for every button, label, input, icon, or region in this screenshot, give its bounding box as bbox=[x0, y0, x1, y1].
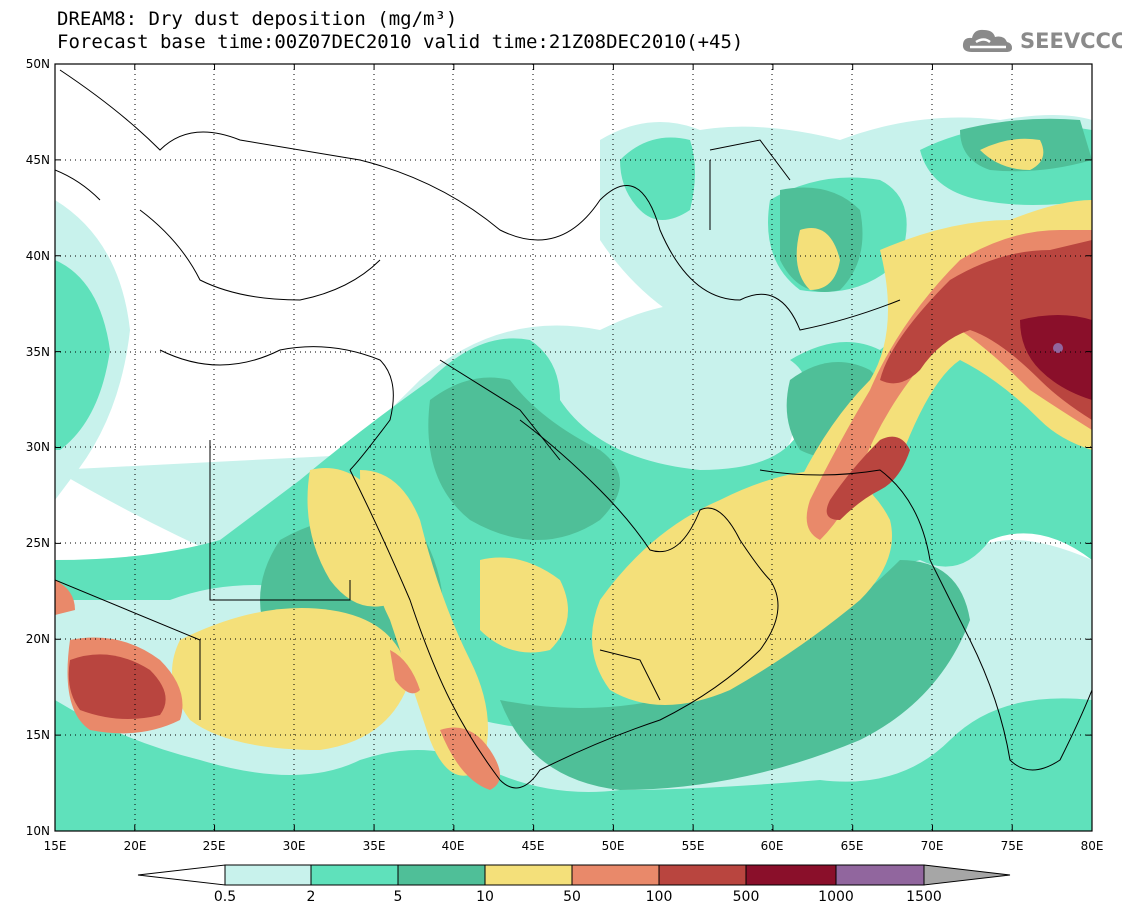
lon-tick-label: 80E bbox=[1081, 839, 1104, 853]
colorbar-label: 1000 bbox=[818, 889, 854, 905]
colorbar-label: 10 bbox=[476, 889, 494, 905]
colorbar-swatch bbox=[397, 864, 486, 886]
cloud-icon bbox=[962, 29, 1012, 52]
lat-tick-label: 50N bbox=[26, 57, 50, 71]
lon-tick-label: 40E bbox=[442, 839, 465, 853]
colorbar-swatch bbox=[310, 864, 399, 886]
lat-tick-label: 45N bbox=[26, 153, 50, 167]
lon-tick-label: 35E bbox=[363, 839, 386, 853]
lon-tick-label: 50E bbox=[602, 839, 625, 853]
lon-tick-label: 45E bbox=[522, 839, 545, 853]
colorbar-swatch bbox=[484, 864, 573, 886]
seevccc-logo: SEEVCCC bbox=[960, 24, 1122, 58]
lon-tick-label: 25E bbox=[203, 839, 226, 853]
lon-axis: 15E 20E 25E 30E 35E 40E 45E 50E 55E 60E … bbox=[44, 839, 1104, 853]
colorbar-swatch bbox=[224, 864, 312, 886]
colorbar bbox=[137, 864, 1011, 886]
logo-text: SEEVCCC bbox=[1020, 29, 1122, 53]
lon-tick-label: 55E bbox=[682, 839, 705, 853]
colorbar-swatch bbox=[571, 864, 660, 886]
lat-tick-label: 10N bbox=[26, 824, 50, 838]
map-subtitle: Forecast base time:00Z07DEC2010 valid ti… bbox=[57, 31, 744, 53]
colorbar-label: 50 bbox=[563, 889, 581, 905]
colorbar-max-arrow bbox=[923, 864, 1011, 886]
lat-tick-label: 30N bbox=[26, 440, 50, 454]
lat-tick-label: 40N bbox=[26, 249, 50, 263]
colorbar-label: 2 bbox=[306, 889, 316, 905]
colorbar-min-arrow bbox=[137, 864, 226, 886]
colorbar-label: 1500 bbox=[906, 889, 942, 905]
lon-tick-label: 60E bbox=[761, 839, 784, 853]
colorbar-label: 0.5 bbox=[213, 889, 237, 905]
lon-tick-label: 20E bbox=[124, 839, 147, 853]
lat-tick-label: 35N bbox=[26, 345, 50, 359]
lat-tick-label: 15N bbox=[26, 728, 50, 742]
lon-tick-label: 70E bbox=[921, 839, 944, 853]
coastlines bbox=[55, 69, 1092, 789]
colorbar-swatch bbox=[835, 864, 925, 886]
deposition-field bbox=[55, 115, 1092, 831]
tick-marks bbox=[54, 63, 1093, 832]
lon-tick-label: 30E bbox=[283, 839, 306, 853]
lat-tick-label: 25N bbox=[26, 536, 50, 550]
colorbar-swatch bbox=[658, 864, 747, 886]
map-title: DREAM8: Dry dust deposition (mg/m³) bbox=[57, 8, 458, 30]
lat-tick-label: 20N bbox=[26, 632, 50, 646]
colorbar-swatch bbox=[745, 864, 837, 886]
colorbar-label: 5 bbox=[393, 889, 403, 905]
lon-tick-label: 75E bbox=[1001, 839, 1024, 853]
colorbar-label: 500 bbox=[732, 889, 760, 905]
lon-tick-label: 15E bbox=[44, 839, 67, 853]
lon-tick-label: 65E bbox=[841, 839, 864, 853]
colorbar-label: 100 bbox=[645, 889, 673, 905]
lat-axis: 10N 15N 20N 25N 30N 35N 40N 45N 50N bbox=[26, 57, 50, 838]
